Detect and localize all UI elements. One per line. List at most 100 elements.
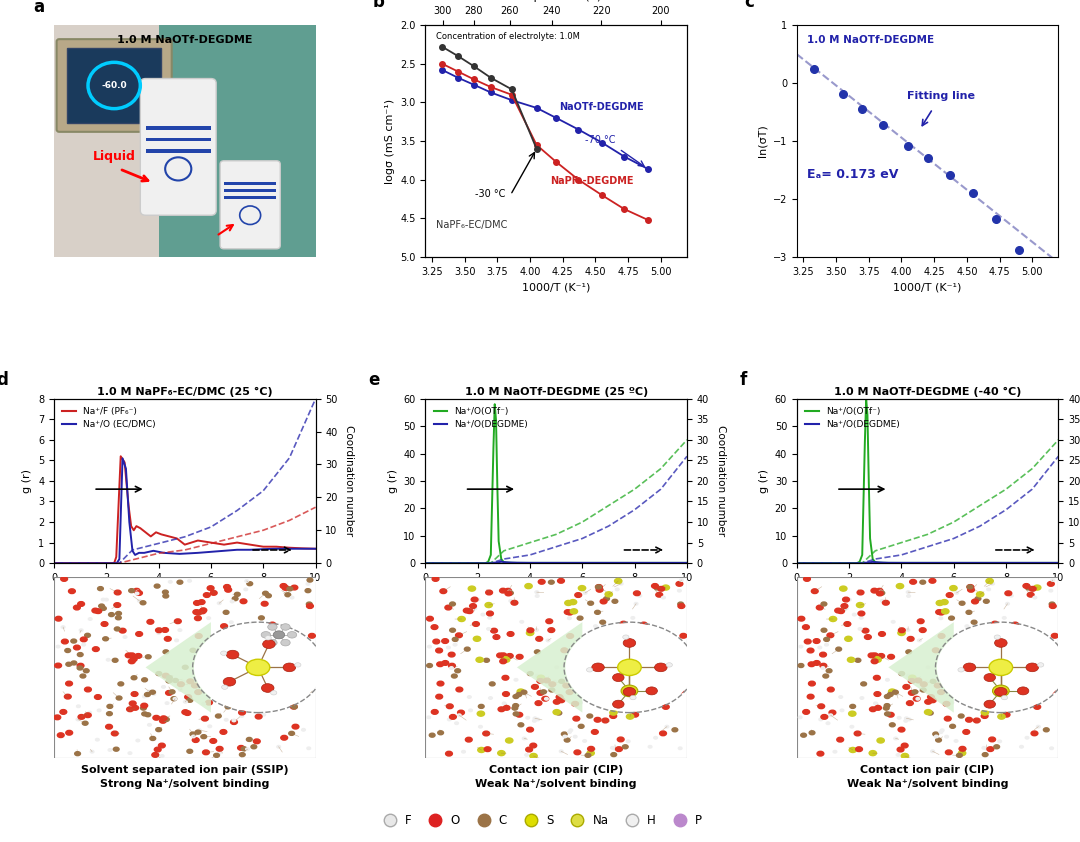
Circle shape [287,587,293,591]
Circle shape [271,690,276,695]
Circle shape [637,637,640,640]
Circle shape [850,705,855,708]
Circle shape [854,731,861,736]
Circle shape [194,690,202,695]
Circle shape [261,713,266,716]
Circle shape [837,738,843,742]
Circle shape [930,698,936,702]
Circle shape [208,725,212,727]
Circle shape [1009,637,1012,640]
Circle shape [798,663,804,668]
Circle shape [935,610,943,615]
Circle shape [1013,680,1020,685]
Circle shape [1002,616,1007,619]
Circle shape [465,738,472,742]
Circle shape [215,679,220,683]
Circle shape [524,693,527,695]
Circle shape [245,580,248,583]
Circle shape [519,621,524,623]
Circle shape [549,688,555,692]
Circle shape [1012,622,1018,627]
Circle shape [113,747,119,751]
Circle shape [84,687,92,692]
Circle shape [449,667,454,669]
Circle shape [852,613,856,616]
Circle shape [245,748,249,750]
Circle shape [662,705,670,709]
Circle shape [168,581,172,584]
Circle shape [666,663,673,667]
Circle shape [648,745,652,748]
Text: f: f [740,370,746,389]
Circle shape [309,633,315,638]
Circle shape [894,738,897,740]
Circle shape [156,727,162,732]
Circle shape [1026,694,1032,698]
Circle shape [984,701,996,708]
Circle shape [894,693,899,695]
Circle shape [849,711,856,717]
Circle shape [536,594,539,597]
Circle shape [217,602,221,605]
Circle shape [268,639,278,646]
Circle shape [202,702,205,705]
Circle shape [957,669,963,674]
Circle shape [129,653,135,658]
Circle shape [1017,687,1029,695]
Text: -30 °C: -30 °C [475,189,505,199]
Circle shape [585,669,592,674]
Circle shape [835,608,841,613]
Circle shape [165,690,173,695]
Circle shape [855,658,861,663]
Circle shape [535,629,538,632]
Circle shape [477,748,485,753]
Circle shape [839,586,847,591]
Circle shape [162,685,165,688]
Circle shape [833,750,837,753]
Circle shape [908,679,915,683]
Circle shape [563,683,570,688]
Circle shape [630,661,636,665]
Bar [146,126,211,130]
Circle shape [1051,658,1057,663]
Circle shape [821,715,827,719]
Circle shape [594,717,600,722]
Circle shape [154,747,161,752]
Bar [146,149,211,152]
Circle shape [526,631,534,636]
Circle shape [877,738,885,743]
Circle shape [130,701,136,706]
Circle shape [632,712,638,717]
Circle shape [269,682,274,686]
Circle shape [575,593,582,598]
Circle shape [543,678,551,683]
Circle shape [516,692,522,696]
Circle shape [166,679,172,683]
Circle shape [307,602,312,606]
Circle shape [258,646,261,648]
Circle shape [821,628,827,632]
Circle shape [534,717,537,720]
Circle shape [60,577,68,581]
Circle shape [807,648,814,653]
Legend: F, O, C, S, Na, H, P: F, O, C, S, Na, H, P [374,809,706,832]
Circle shape [620,694,627,699]
Circle shape [872,589,878,593]
Circle shape [630,646,633,648]
Circle shape [282,585,289,590]
Circle shape [594,625,597,627]
Circle shape [251,622,254,625]
Circle shape [473,621,480,626]
Circle shape [77,705,80,707]
Circle shape [198,668,205,673]
Circle shape [79,629,83,632]
Circle shape [453,637,458,642]
Circle shape [1049,688,1055,693]
Circle shape [464,647,470,651]
Circle shape [261,601,268,606]
Circle shape [281,624,291,631]
Circle shape [476,599,480,601]
Circle shape [1013,670,1020,674]
Circle shape [586,668,593,672]
Circle shape [458,616,465,621]
